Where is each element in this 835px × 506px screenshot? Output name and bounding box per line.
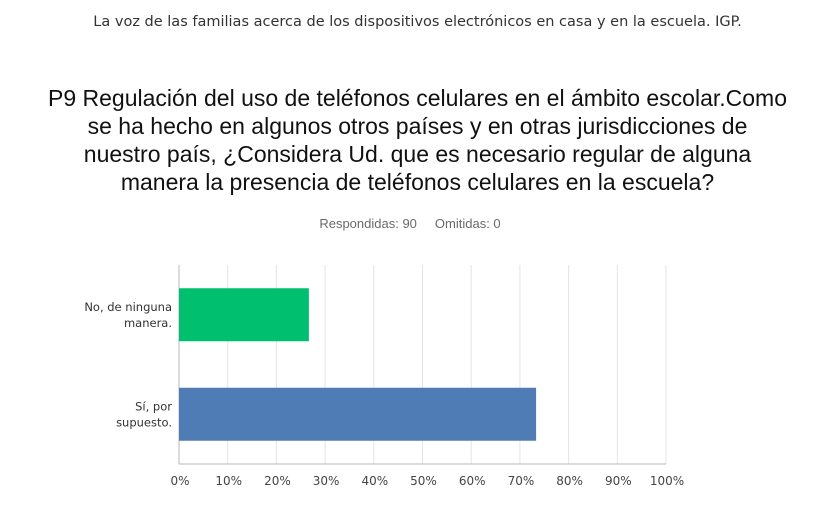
x-tick-label: 60%	[459, 474, 486, 488]
x-tick-label: 40%	[361, 474, 388, 488]
x-tick-label: 70%	[508, 474, 535, 488]
skipped-count: Omitidas: 0	[434, 216, 501, 231]
bar	[179, 387, 537, 441]
x-tick-label: 100%	[650, 474, 684, 488]
question-line: P9 Regulación del uso de teléfonos celul…	[48, 85, 787, 111]
x-tick-label: 80%	[556, 474, 583, 488]
response-stats: Respondidas: 90 Omitidas: 0	[0, 216, 820, 231]
bar	[179, 288, 309, 342]
question-line: manera la presencia de teléfonos celular…	[120, 169, 715, 195]
x-tick-label: 10%	[215, 474, 242, 488]
survey-title: La voz de las familias acerca de los dis…	[93, 14, 742, 30]
category-label: No, de ninguna manera.	[84, 300, 172, 330]
answered-count: Respondidas: 90	[319, 216, 417, 231]
x-tick-label: 20%	[264, 474, 291, 488]
x-tick-label: 0%	[170, 474, 189, 488]
x-tick-label: 30%	[313, 474, 340, 488]
x-tick-label: 50%	[410, 474, 437, 488]
question-text: P9 Regulación del uso de teléfonos celul…	[0, 84, 835, 196]
x-tick-label: 90%	[605, 474, 632, 488]
question-line: nuestro país, ¿Considera Ud. que es nece…	[83, 141, 752, 167]
category-label: Sí, por supuesto.	[116, 399, 172, 429]
question-line: se ha hecho en algunos otros países y en…	[87, 113, 748, 139]
